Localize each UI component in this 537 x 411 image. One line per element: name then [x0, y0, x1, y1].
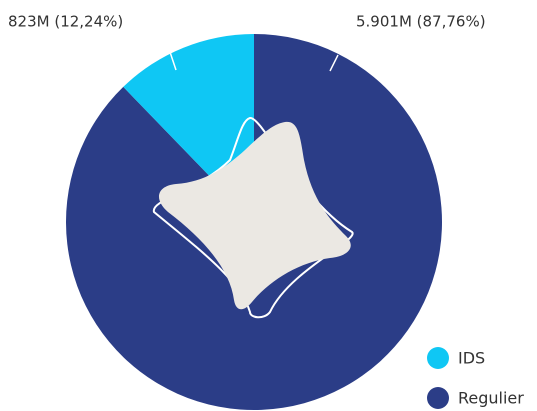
legend: IDS Regulier — [427, 347, 524, 409]
label-leader — [329, 54, 339, 72]
data-label: 5.901M (87,76%) — [356, 13, 486, 31]
legend-label: Regulier — [458, 389, 524, 408]
decor-outline — [152, 117, 354, 319]
legend-label: IDS — [458, 349, 485, 368]
data-label: 823M (12,24%) — [8, 13, 123, 31]
legend-swatch — [427, 347, 449, 369]
decor-shape — [158, 121, 351, 310]
label-leader — [169, 51, 177, 71]
legend-swatch — [427, 387, 449, 409]
